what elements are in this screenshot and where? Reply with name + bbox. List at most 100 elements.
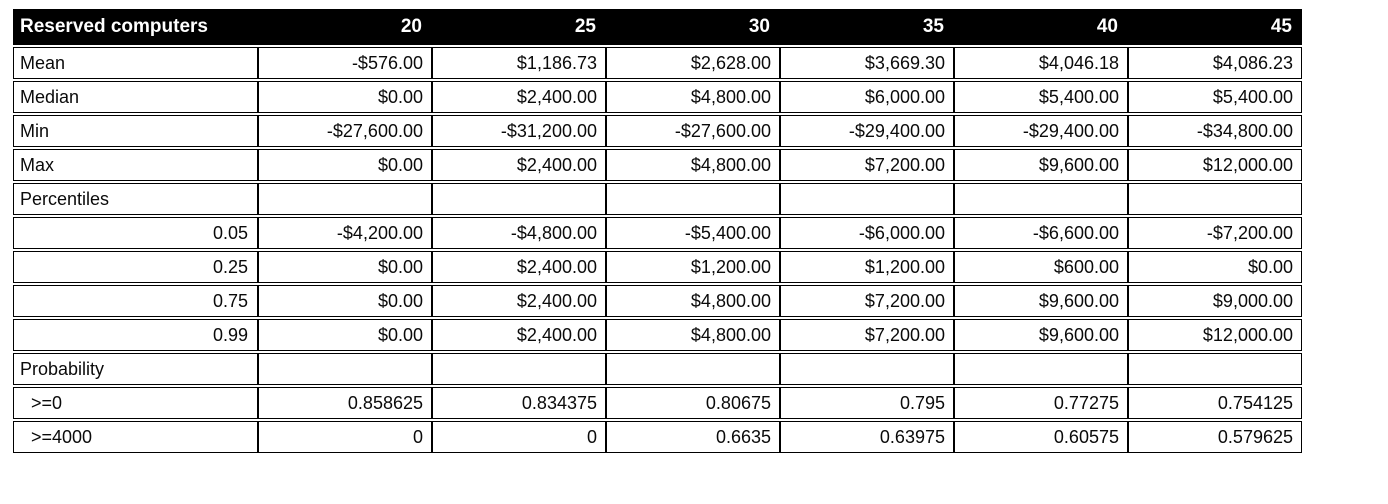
value-cell[interactable]: $7,200.00	[780, 319, 954, 351]
table-row: >=0 0.858625 0.834375 0.80675 0.795 0.77275 0.…	[13, 387, 1302, 419]
value-cell[interactable]	[954, 183, 1128, 215]
value-cell[interactable]: $1,200.00	[606, 251, 780, 283]
value-cell[interactable]	[606, 353, 780, 385]
row-label[interactable]: >=0	[13, 387, 258, 419]
value-cell[interactable]: -$4,800.00	[432, 217, 606, 249]
row-label[interactable]: 0.05	[13, 217, 258, 249]
value-cell[interactable]: $5,400.00	[954, 81, 1128, 113]
table-row: Max $0.00 $2,400.00 $4,800.00 $7,200.00 $9,60…	[13, 149, 1302, 181]
value-cell[interactable]: $7,200.00	[780, 285, 954, 317]
simulation-statistics-table: Reserved computers 20 25 30 35 40 45 Mean -$57…	[13, 7, 1302, 455]
value-cell[interactable]: -$34,800.00	[1128, 115, 1302, 147]
value-cell[interactable]: $4,046.18	[954, 47, 1128, 79]
value-cell[interactable]: $12,000.00	[1128, 319, 1302, 351]
value-cell[interactable]: $7,200.00	[780, 149, 954, 181]
value-cell[interactable]: $4,800.00	[606, 285, 780, 317]
value-cell[interactable]: $9,600.00	[954, 319, 1128, 351]
value-cell[interactable]: $2,400.00	[432, 81, 606, 113]
value-cell[interactable]: $1,186.73	[432, 47, 606, 79]
value-cell[interactable]: 0.579625	[1128, 421, 1302, 453]
value-cell[interactable]: -$27,600.00	[258, 115, 432, 147]
value-cell[interactable]: -$31,200.00	[432, 115, 606, 147]
table-row: Percentiles	[13, 183, 1302, 215]
value-cell[interactable]: $4,800.00	[606, 149, 780, 181]
column-header[interactable]: 45	[1128, 9, 1302, 45]
value-cell[interactable]: 0.834375	[432, 387, 606, 419]
value-cell[interactable]: -$29,400.00	[780, 115, 954, 147]
value-cell[interactable]: -$4,200.00	[258, 217, 432, 249]
value-cell[interactable]: $0.00	[258, 81, 432, 113]
column-header[interactable]: 30	[606, 9, 780, 45]
value-cell[interactable]: -$6,600.00	[954, 217, 1128, 249]
value-cell[interactable]	[258, 353, 432, 385]
value-cell[interactable]	[1128, 183, 1302, 215]
value-cell[interactable]: $4,086.23	[1128, 47, 1302, 79]
value-cell[interactable]	[780, 183, 954, 215]
row-label[interactable]: Min	[13, 115, 258, 147]
value-cell[interactable]: -$576.00	[258, 47, 432, 79]
value-cell[interactable]: -$6,000.00	[780, 217, 954, 249]
table-row: Mean -$576.00 $1,186.73 $2,628.00 $3,669.30 $…	[13, 47, 1302, 79]
row-label[interactable]: 0.25	[13, 251, 258, 283]
value-cell[interactable]	[432, 353, 606, 385]
row-label[interactable]: Max	[13, 149, 258, 181]
row-label[interactable]: 0.75	[13, 285, 258, 317]
value-cell[interactable]: -$27,600.00	[606, 115, 780, 147]
value-cell[interactable]	[432, 183, 606, 215]
value-cell[interactable]	[780, 353, 954, 385]
value-cell[interactable]: 0.60575	[954, 421, 1128, 453]
row-label[interactable]: Mean	[13, 47, 258, 79]
table-row: Median $0.00 $2,400.00 $4,800.00 $6,000.00 $5…	[13, 81, 1302, 113]
value-cell[interactable]: 0.77275	[954, 387, 1128, 419]
value-cell[interactable]: $12,000.00	[1128, 149, 1302, 181]
table-row: >=4000 0 0 0.6635 0.63975 0.60575 0.579625	[13, 421, 1302, 453]
value-cell[interactable]: -$29,400.00	[954, 115, 1128, 147]
value-cell[interactable]: $6,000.00	[780, 81, 954, 113]
value-cell[interactable]: $2,400.00	[432, 285, 606, 317]
row-label[interactable]: >=4000	[13, 421, 258, 453]
header-cell-reserved-computers[interactable]: Reserved computers	[13, 9, 258, 45]
column-header[interactable]: 20	[258, 9, 432, 45]
value-cell[interactable]: 0.6635	[606, 421, 780, 453]
column-header[interactable]: 35	[780, 9, 954, 45]
value-cell[interactable]: $5,400.00	[1128, 81, 1302, 113]
value-cell[interactable]: -$7,200.00	[1128, 217, 1302, 249]
value-cell[interactable]: $9,600.00	[954, 149, 1128, 181]
value-cell[interactable]: 0	[432, 421, 606, 453]
value-cell[interactable]: $9,600.00	[954, 285, 1128, 317]
value-cell[interactable]: 0	[258, 421, 432, 453]
value-cell[interactable]: $2,400.00	[432, 319, 606, 351]
value-cell[interactable]: $9,000.00	[1128, 285, 1302, 317]
value-cell[interactable]: $600.00	[954, 251, 1128, 283]
value-cell[interactable]: $1,200.00	[780, 251, 954, 283]
column-header[interactable]: 25	[432, 9, 606, 45]
value-cell[interactable]: $2,400.00	[432, 251, 606, 283]
value-cell[interactable]: $2,628.00	[606, 47, 780, 79]
table-row: 0.75 $0.00 $2,400.00 $4,800.00 $7,200.00 $9,6…	[13, 285, 1302, 317]
value-cell[interactable]: $4,800.00	[606, 319, 780, 351]
value-cell[interactable]: 0.63975	[780, 421, 954, 453]
value-cell[interactable]	[954, 353, 1128, 385]
row-label[interactable]: 0.99	[13, 319, 258, 351]
value-cell[interactable]: $3,669.30	[780, 47, 954, 79]
value-cell[interactable]	[606, 183, 780, 215]
value-cell[interactable]: $0.00	[258, 285, 432, 317]
value-cell[interactable]: $4,800.00	[606, 81, 780, 113]
row-label[interactable]: Percentiles	[13, 183, 258, 215]
value-cell[interactable]: $0.00	[1128, 251, 1302, 283]
value-cell[interactable]	[258, 183, 432, 215]
value-cell[interactable]: 0.80675	[606, 387, 780, 419]
value-cell[interactable]: -$5,400.00	[606, 217, 780, 249]
value-cell[interactable]: 0.858625	[258, 387, 432, 419]
table-row: 0.05 -$4,200.00 -$4,800.00 -$5,400.00 -$6,00…	[13, 217, 1302, 249]
value-cell[interactable]: $0.00	[258, 149, 432, 181]
column-header[interactable]: 40	[954, 9, 1128, 45]
value-cell[interactable]: $2,400.00	[432, 149, 606, 181]
value-cell[interactable]	[1128, 353, 1302, 385]
value-cell[interactable]: $0.00	[258, 319, 432, 351]
row-label[interactable]: Probability	[13, 353, 258, 385]
value-cell[interactable]: 0.754125	[1128, 387, 1302, 419]
value-cell[interactable]: 0.795	[780, 387, 954, 419]
row-label[interactable]: Median	[13, 81, 258, 113]
value-cell[interactable]: $0.00	[258, 251, 432, 283]
